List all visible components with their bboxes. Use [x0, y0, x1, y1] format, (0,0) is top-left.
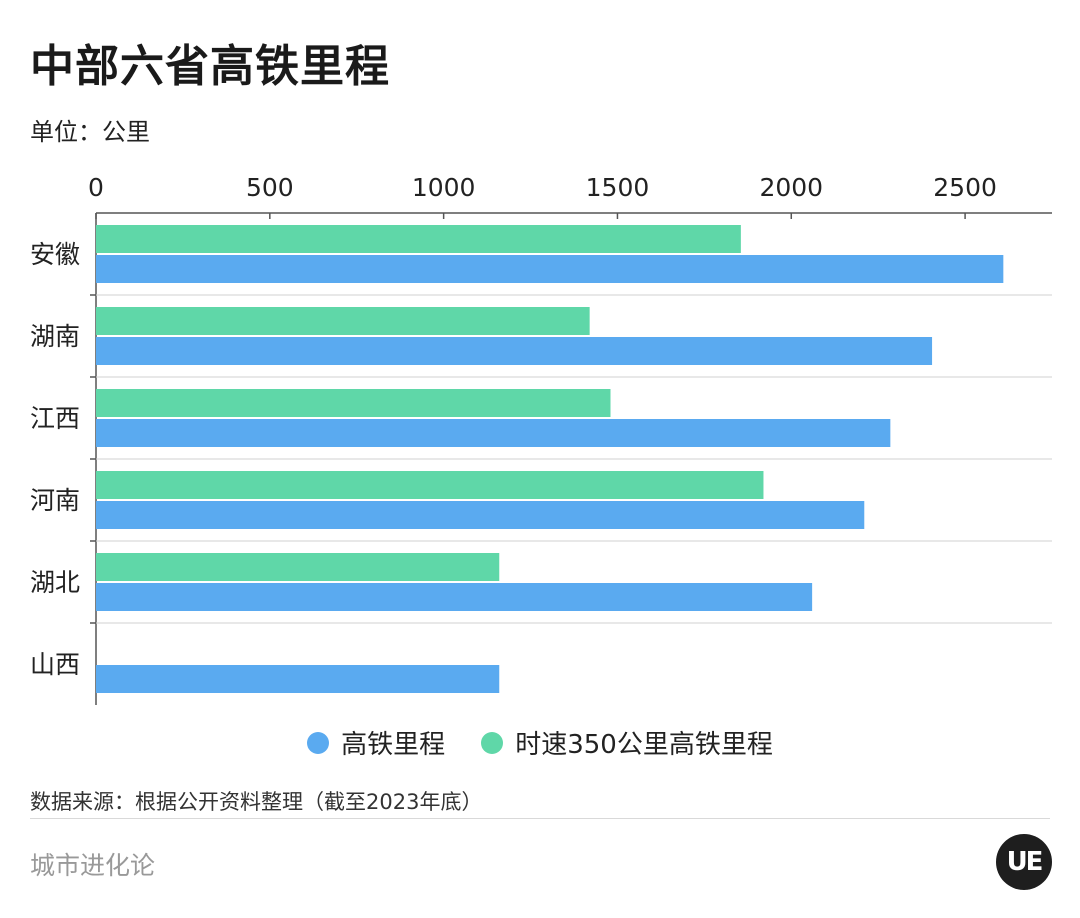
- bar-total: [96, 419, 891, 447]
- category-label: 江西: [30, 404, 80, 433]
- category-label: 湖北: [30, 568, 80, 597]
- legend-dot-total: [307, 731, 330, 754]
- x-tick-label: 1000: [412, 173, 476, 202]
- bar-total: [96, 665, 500, 693]
- chart-legend: 高铁里程 时速350公里高铁里程: [0, 724, 1080, 761]
- bar-350: [96, 389, 611, 417]
- bar-350: [96, 307, 590, 335]
- x-tick-label: 2000: [759, 173, 823, 202]
- category-label: 河南: [30, 486, 80, 515]
- chart-title: 中部六省高铁里程: [30, 41, 390, 92]
- legend-label-350: 时速350公里高铁里程: [515, 730, 773, 760]
- category-label: 山西: [30, 650, 80, 679]
- bar-total: [96, 583, 813, 611]
- bar-total: [96, 337, 933, 365]
- bar-350: [96, 471, 764, 499]
- legend-label-total: 高铁里程: [341, 730, 446, 760]
- brand-logo: UE: [996, 834, 1052, 890]
- legend-item-350: 时速350公里高铁里程: [481, 724, 773, 761]
- legend-item-total: 高铁里程: [307, 724, 445, 761]
- chart-unit-label: 单位：公里: [30, 118, 150, 146]
- bar-350: [96, 225, 741, 253]
- x-tick-label: 1500: [586, 173, 650, 202]
- x-tick-label: 0: [88, 173, 104, 202]
- category-label: 安徽: [30, 240, 80, 269]
- bar-total: [96, 255, 1004, 283]
- x-tick-label: 500: [246, 173, 294, 202]
- footer-divider: [30, 818, 1050, 819]
- category-label: 湖南: [30, 322, 80, 351]
- legend-dot-350: [481, 731, 504, 754]
- x-tick-label: 2500: [933, 173, 997, 202]
- data-source-note: 数据来源：根据公开资料整理（截至2023年底）: [30, 790, 483, 814]
- bar-350: [96, 553, 500, 581]
- bar-total: [96, 501, 865, 529]
- brand-name: 城市进化论: [30, 851, 156, 880]
